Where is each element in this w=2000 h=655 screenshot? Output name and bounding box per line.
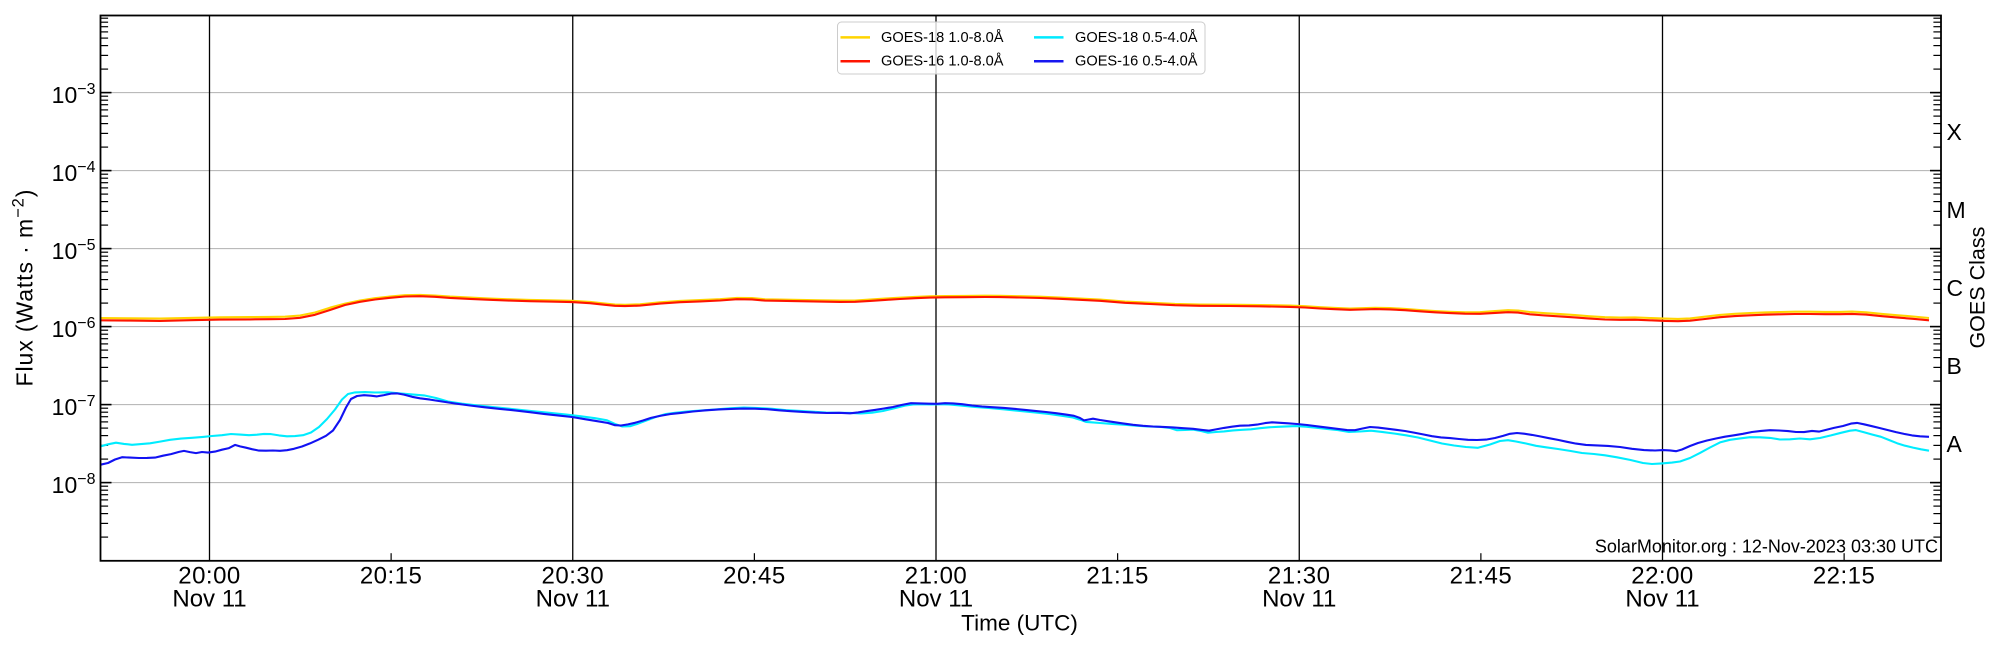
svg-text:21:45: 21:45 [1450,563,1513,590]
svg-text:10−6: 10−6 [52,315,96,342]
svg-text:20:15: 20:15 [360,563,423,590]
svg-text:10−7: 10−7 [52,393,96,420]
svg-text:20:45: 20:45 [723,563,786,590]
svg-text:22:00: 22:00 [1631,563,1694,590]
svg-text:20:30: 20:30 [542,563,605,590]
svg-text:SolarMonitor.org : 12-Nov-2023: SolarMonitor.org : 12-Nov-2023 03:30 UTC [1595,537,1938,557]
svg-text:GOES-16 1.0-8.0Å: GOES-16 1.0-8.0Å [881,53,1004,70]
svg-text:B: B [1947,353,1962,379]
svg-text:Nov 11: Nov 11 [1625,586,1699,613]
svg-text:Nov 11: Nov 11 [1262,586,1336,613]
svg-text:Time (UTC): Time (UTC) [961,611,1078,636]
svg-text:X: X [1947,119,1962,145]
svg-text:C: C [1947,275,1964,301]
svg-text:M: M [1947,197,1966,223]
svg-text:10−3: 10−3 [52,81,96,108]
svg-text:GOES-18 1.0-8.0Å: GOES-18 1.0-8.0Å [881,29,1004,46]
svg-text:Flux (Watts · m−2): Flux (Watts · m−2) [10,189,38,387]
svg-text:22:15: 22:15 [1813,563,1876,590]
svg-text:10−5: 10−5 [52,237,96,264]
svg-text:Nov 11: Nov 11 [172,586,246,613]
svg-text:21:00: 21:00 [905,563,968,590]
svg-text:GOES-18 0.5-4.0Å: GOES-18 0.5-4.0Å [1075,29,1198,46]
svg-text:21:30: 21:30 [1268,563,1331,590]
svg-text:GOES-16 0.5-4.0Å: GOES-16 0.5-4.0Å [1075,53,1198,70]
svg-text:10−8: 10−8 [52,471,96,498]
svg-text:20:00: 20:00 [178,563,241,590]
svg-text:10−4: 10−4 [52,159,96,186]
svg-text:21:15: 21:15 [1086,563,1149,590]
svg-text:Nov 11: Nov 11 [536,586,610,613]
svg-text:A: A [1947,431,1963,457]
svg-text:Nov 11: Nov 11 [899,586,973,613]
svg-text:GOES Class: GOES Class [1966,227,1990,349]
